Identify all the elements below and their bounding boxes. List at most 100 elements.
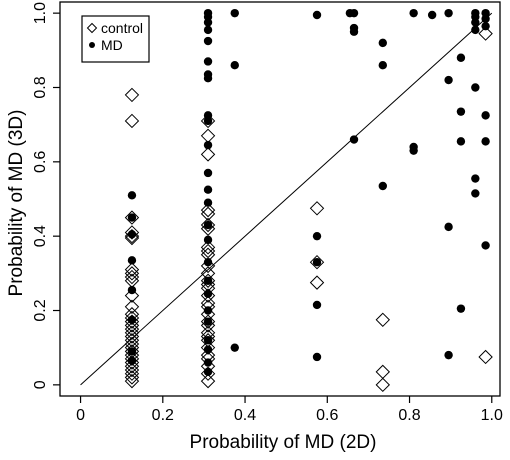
md-point [456, 107, 466, 116]
control-point [124, 351, 140, 367]
md-point [203, 140, 213, 150]
control-point [124, 225, 140, 240]
md-point [203, 185, 213, 194]
md-point [127, 347, 137, 356]
md-point [203, 235, 213, 245]
md-point [203, 36, 213, 46]
control-point [309, 201, 325, 216]
md-point [203, 289, 213, 298]
control-point [124, 325, 140, 341]
x-tick-label: 1.0 [481, 407, 503, 424]
md-point [481, 137, 490, 146]
y-tick-label: 0.8 [32, 76, 49, 98]
control-point [124, 262, 140, 277]
y-tick-label: 0.6 [32, 151, 49, 173]
md-point [444, 350, 453, 360]
md-point [203, 116, 213, 126]
control-point [200, 373, 216, 389]
control-point [200, 243, 216, 259]
md-point [203, 220, 213, 230]
control-point [124, 288, 140, 303]
control-point [124, 321, 140, 337]
control-point [478, 26, 493, 41]
md-point [471, 18, 480, 27]
md-point [203, 168, 213, 178]
control-point [124, 314, 140, 329]
control-point [124, 366, 140, 381]
md-point [203, 198, 213, 207]
control-point [124, 228, 140, 244]
md-point [203, 73, 213, 83]
md-point [312, 10, 322, 20]
control-point [124, 230, 140, 246]
md-point [349, 135, 359, 144]
control-point [124, 355, 140, 370]
x-tick-label: 0.2 [152, 407, 174, 424]
md-point [230, 60, 239, 70]
md-point [203, 257, 213, 267]
x-axis-label: Probability of MD (2D) [190, 432, 377, 453]
md-point [127, 191, 137, 200]
md-point [203, 57, 213, 66]
md-point [409, 8, 418, 18]
control-point [124, 370, 140, 385]
md-point [481, 241, 490, 250]
control-point [200, 113, 216, 129]
x-tick-label: 0.8 [398, 407, 420, 424]
x-tick-label: 0.6 [316, 407, 338, 424]
x-tick-label: 0.4 [234, 407, 256, 424]
control-point [200, 202, 216, 218]
md-point [203, 336, 213, 345]
control-point [200, 340, 216, 355]
control-point [200, 258, 216, 274]
md-point [203, 317, 213, 326]
md-point [127, 213, 137, 222]
md-point [312, 231, 322, 241]
control-point [124, 373, 140, 389]
plot-frame [59, 1, 501, 397]
y-tick-label: 1.0 [32, 2, 49, 24]
control-point [200, 240, 216, 255]
md-point [456, 137, 466, 146]
md-point [444, 8, 453, 18]
y-tick-label: 0.4 [32, 225, 49, 247]
md-point [312, 300, 322, 310]
control-point [375, 312, 391, 328]
md-point [349, 27, 359, 36]
md-point [127, 315, 137, 325]
control-point [309, 275, 325, 290]
control-point [309, 254, 325, 270]
md-point [127, 230, 137, 239]
control-point [124, 318, 140, 333]
md-point [456, 53, 466, 62]
control-point [200, 128, 216, 144]
md-point [378, 38, 388, 48]
md-point [481, 111, 490, 120]
md-point [471, 189, 480, 198]
control-point [124, 362, 140, 378]
control-point [375, 364, 391, 380]
md-point [471, 83, 480, 92]
legend-box [81, 15, 150, 63]
control-point [124, 210, 140, 225]
md-point [203, 345, 213, 354]
md-point [378, 60, 388, 70]
control-point [200, 366, 216, 381]
control-point [124, 87, 140, 103]
control-point [200, 206, 216, 222]
md-point [127, 285, 137, 295]
md-point [203, 18, 213, 27]
md-point [203, 306, 213, 315]
md-point [230, 8, 239, 18]
legend-label: MD [101, 37, 123, 53]
md-point [203, 367, 213, 377]
y-tick-label: 0.2 [32, 299, 49, 321]
control-point [124, 310, 140, 326]
control-point [200, 147, 216, 162]
control-point [200, 217, 216, 233]
md-point [203, 358, 213, 367]
md-point [230, 343, 239, 352]
y-tick-label: 0 [32, 380, 49, 389]
